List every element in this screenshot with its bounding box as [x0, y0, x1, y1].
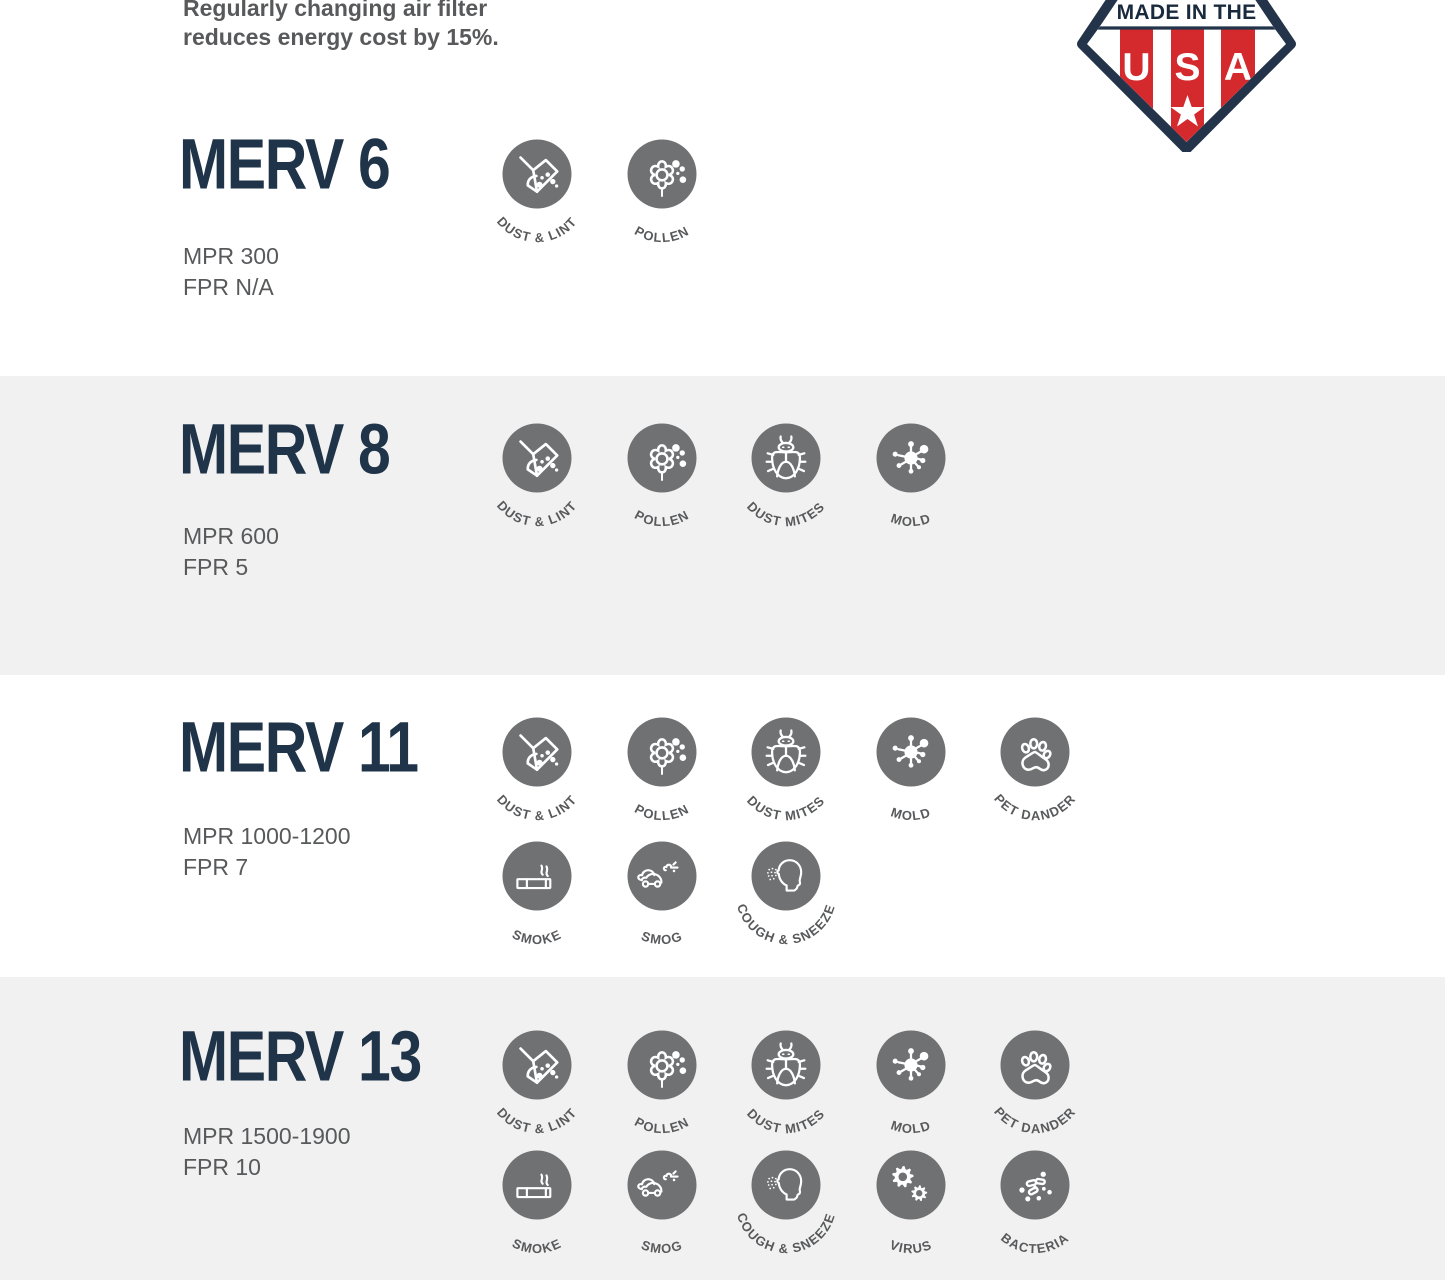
svg-text:SMOKE: SMOKE	[510, 926, 564, 947]
svg-text:SMOG: SMOG	[639, 928, 684, 947]
svg-text:SMOG: SMOG	[639, 1237, 684, 1256]
svg-text:DUST MITES: DUST MITES	[744, 792, 828, 823]
svg-text:S: S	[1174, 46, 1200, 89]
svg-text:POLLEN: POLLEN	[632, 1114, 692, 1136]
svg-text:SMOKE: SMOKE	[510, 1235, 564, 1256]
svg-text:POLLEN: POLLEN	[632, 801, 692, 823]
svg-text:BACTERIA: BACTERIA	[998, 1230, 1072, 1256]
svg-text:DUST MITES: DUST MITES	[744, 499, 828, 530]
svg-text:DUST & LINT: DUST & LINT	[494, 214, 580, 246]
svg-text:POLLEN: POLLEN	[632, 507, 692, 529]
svg-text:MADE IN THE: MADE IN THE	[1117, 1, 1257, 24]
svg-text:POLLEN: POLLEN	[632, 223, 692, 245]
svg-text:MOLD: MOLD	[889, 804, 933, 823]
svg-text:DUST & LINT: DUST & LINT	[494, 791, 580, 823]
svg-text:DUST & LINT: DUST & LINT	[494, 1105, 580, 1137]
svg-text:MOLD: MOLD	[889, 510, 933, 529]
svg-text:PET DANDER: PET DANDER	[991, 1104, 1079, 1136]
svg-text:DUST & LINT: DUST & LINT	[494, 498, 580, 530]
svg-text:VIRUS: VIRUS	[887, 1237, 933, 1256]
svg-text:U: U	[1122, 46, 1150, 89]
svg-text:PET DANDER: PET DANDER	[991, 790, 1079, 822]
svg-text:DUST MITES: DUST MITES	[744, 1106, 828, 1137]
svg-text:MOLD: MOLD	[889, 1117, 933, 1136]
